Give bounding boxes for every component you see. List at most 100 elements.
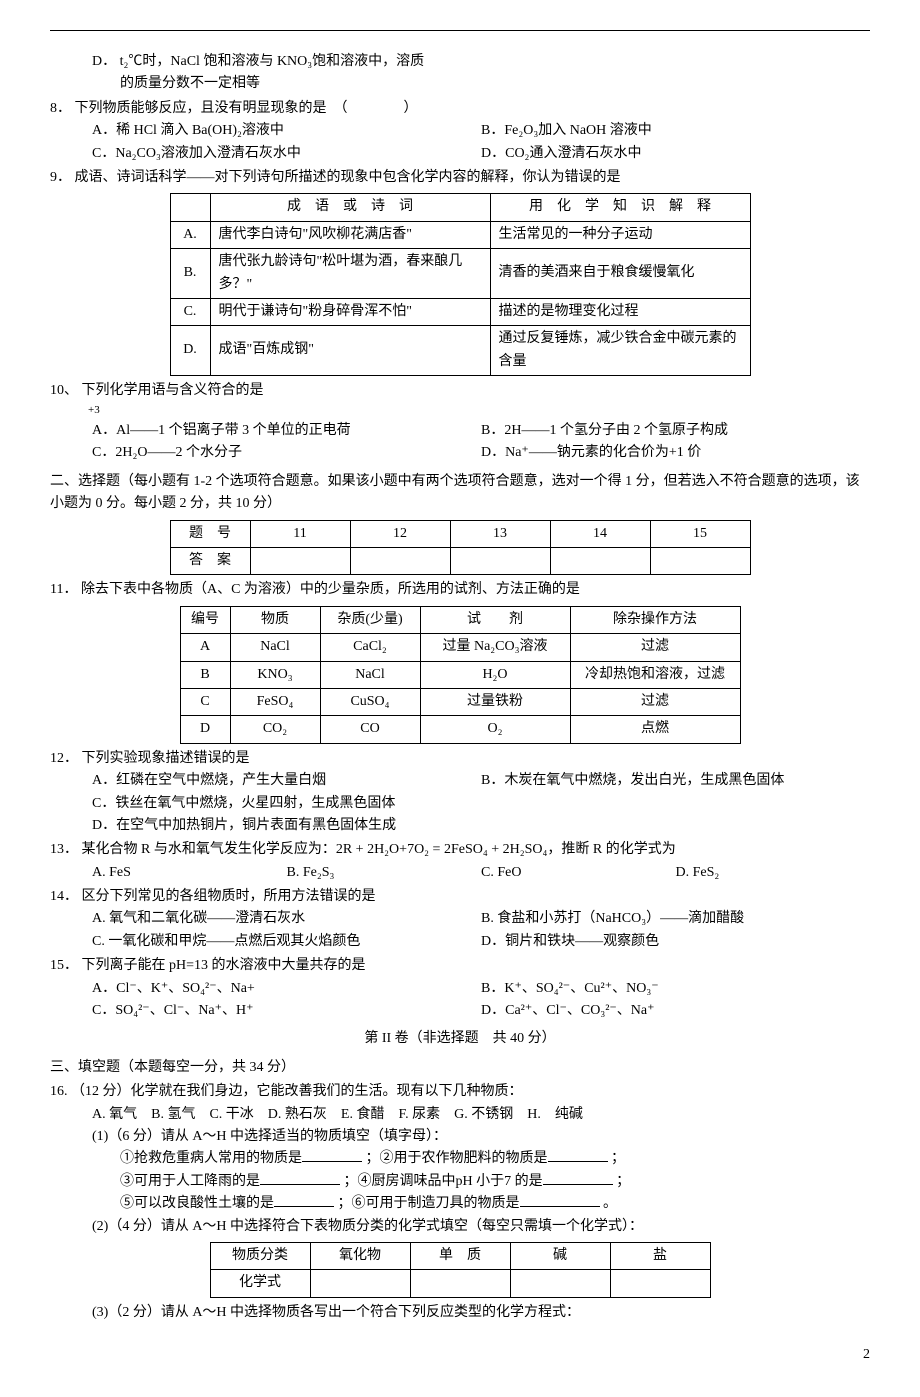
q9-r0c1: 唐代李白诗句"风吹柳花满店香" bbox=[210, 221, 490, 248]
p2-r1c1[interactable] bbox=[310, 1270, 410, 1297]
q9-h1: 成 语 或 诗 词 bbox=[210, 194, 490, 221]
s2-r1c4[interactable] bbox=[550, 548, 650, 575]
q11-r2c1: FeSO₄ bbox=[230, 688, 320, 715]
p2-r1c2[interactable] bbox=[410, 1270, 510, 1297]
section3-title: 三、填空题（本题每空一分，共 34 分） bbox=[50, 1057, 870, 1079]
q11-num: 11． bbox=[50, 582, 77, 597]
q11-r1c1: KNO₃ bbox=[230, 661, 320, 688]
q10-stem: 下列化学用语与含义符合的是 bbox=[82, 383, 264, 398]
q9-r1c2: 清香的美酒来自于粮食缓慢氧化 bbox=[490, 249, 750, 299]
p2-r0c4: 盐 bbox=[610, 1242, 710, 1269]
q12-row1: A．红磷在空气中燃烧，产生大量白烟 B．木炭在氧气中燃烧，发出白光，生成黑色固体 bbox=[50, 770, 870, 792]
s2-r1c5[interactable] bbox=[650, 548, 750, 575]
q13-optC: C. FeO bbox=[481, 862, 676, 884]
q14-optA: A. 氧气和二氧化碳——澄清石灰水 bbox=[92, 908, 481, 930]
q9-r1c1: 唐代张九龄诗句"松叶堪为酒，春来酿几多？" bbox=[210, 249, 490, 299]
q9-r3c2: 通过反复锤炼，减少铁合金中碳元素的含量 bbox=[490, 326, 750, 376]
q16-stem: （12 分）化学就在我们身边，它能改善我们的生活。现有以下几种物质： bbox=[71, 1084, 523, 1099]
q14-stem: 区分下列常见的各组物质时，所用方法错误的是 bbox=[82, 889, 376, 904]
q9-r2c2: 描述的是物理变化过程 bbox=[490, 298, 750, 325]
q9-r1c0: B. bbox=[170, 249, 210, 299]
q16: 16. （12 分）化学就在我们身边，它能改善我们的生活。现有以下几种物质： bbox=[50, 1081, 870, 1103]
q7-optd-line2: 的质量分数不一定相等 bbox=[50, 73, 870, 95]
q11-stem: 除去下表中各物质（A、C 为溶液）中的少量杂质，所选用的试剂、方法正确的是 bbox=[81, 582, 580, 597]
q7d-label: D． bbox=[92, 54, 116, 69]
q16-num: 16. bbox=[50, 1084, 68, 1099]
q8-optA: A．稀 HCl 滴入 Ba(OH)₂溶液中 bbox=[92, 120, 481, 142]
q13: 13． 某化合物 R 与水和氧气发生化学反应为：2R + 2H₂O+7O₂ = … bbox=[50, 839, 870, 861]
q11: 11． 除去下表中各物质（A、C 为溶液）中的少量杂质，所选用的试剂、方法正确的… bbox=[50, 579, 870, 601]
q15-stem: 下列离子能在 pH=13 的水溶液中大量共存的是 bbox=[82, 958, 366, 973]
q12-num: 12． bbox=[50, 751, 78, 766]
blank-4[interactable] bbox=[543, 1184, 613, 1185]
q11-r0c2: CaCl₂ bbox=[320, 634, 420, 661]
s2-r1c1[interactable] bbox=[250, 548, 350, 575]
q16-items: A. 氧气 B. 氢气 C. 干冰 D. 熟石灰 E. 食醋 F. 尿素 G. … bbox=[50, 1104, 870, 1126]
s2-r1c0: 答 案 bbox=[170, 548, 250, 575]
part2-title: 第 II 卷（非选择题 共 40 分） bbox=[50, 1028, 870, 1050]
q14-row2: C. 一氧化碳和甲烷——点燃后观其火焰颜色 D．铜片和铁块——观察颜色 bbox=[50, 931, 870, 953]
q14-num: 14． bbox=[50, 889, 78, 904]
q16-p1-line2: ③可用于人工降雨的是 ；④厨房调味品中pH 小于7 的是 ； bbox=[50, 1171, 870, 1193]
s2-r1c2[interactable] bbox=[350, 548, 450, 575]
p2-r1c3[interactable] bbox=[510, 1270, 610, 1297]
q13-optA: A. FeS bbox=[92, 862, 287, 884]
s2-r1c3[interactable] bbox=[450, 548, 550, 575]
p2-r0c2: 单 质 bbox=[410, 1242, 510, 1269]
q16-p1-l2b: ；④厨房调味品中pH 小于7 的是 bbox=[344, 1174, 543, 1189]
blank-5[interactable] bbox=[274, 1206, 334, 1207]
q16-p1-line3: ⑤可以改良酸性土壤的是 ；⑥可用于制造刀具的物质是 。 bbox=[50, 1193, 870, 1215]
q10-optD: D．Na⁺——钠元素的化合价为+1 价 bbox=[481, 442, 870, 464]
page-number: 2 bbox=[50, 1344, 870, 1366]
q11-h4: 除杂操作方法 bbox=[570, 606, 740, 633]
q11-h1: 物质 bbox=[230, 606, 320, 633]
q10-optB: B．2H——1 个氢分子由 2 个氢原子构成 bbox=[481, 420, 870, 442]
q10-optA: A．Al——1 个铝离子带 3 个单位的正电荷 bbox=[92, 420, 481, 442]
q16-p2-label: (2)（4 分）请从 A～H 中选择符合下表物质分类的化学式填空（每空只需填一个… bbox=[50, 1216, 870, 1238]
q9-table: 成 语 或 诗 词 用 化 学 知 识 解 释 A. 唐代李白诗句"风吹柳花满店… bbox=[170, 193, 751, 376]
q11-r0c3: 过量 Na₂CO₃溶液 bbox=[420, 634, 570, 661]
q9: 9． 成语、诗词话科学——对下列诗句所描述的现象中包含化学内容的解释，你认为错误… bbox=[50, 167, 870, 189]
q15-optA: A．Cl⁻、K⁺、SO₄²⁻、Na+ bbox=[92, 978, 481, 1000]
q16-p1-l1c: ； bbox=[611, 1151, 625, 1166]
p2-r0c0: 物质分类 bbox=[210, 1242, 310, 1269]
q9-r0c0: A. bbox=[170, 221, 210, 248]
p2-r0c1: 氧化物 bbox=[310, 1242, 410, 1269]
q16-p1-l1b: ；②用于农作物肥料的物质是 bbox=[366, 1151, 548, 1166]
q15-row2: C．SO₄²⁻、Cl⁻、Na⁺、H⁺ D．Ca²⁺、Cl⁻、CO₃²⁻、Na⁺ bbox=[50, 1000, 870, 1022]
q11-r0c4: 过滤 bbox=[570, 634, 740, 661]
blank-1[interactable] bbox=[302, 1161, 362, 1162]
q8: 8． 下列物质能够反应，且没有明显现象的是 （ ） bbox=[50, 98, 870, 120]
p2-r1c4[interactable] bbox=[610, 1270, 710, 1297]
section2-title: 二、选择题（每小题有 1-2 个选项符合题意。如果该小题中有两个选项符合题意，选… bbox=[50, 471, 870, 516]
blank-2[interactable] bbox=[548, 1161, 608, 1162]
s2-r0c3: 13 bbox=[450, 520, 550, 547]
q13-stem: 某化合物 R 与水和氧气发生化学反应为：2R + 2H₂O+7O₂ = 2FeS… bbox=[82, 842, 676, 857]
q11-r3c1: CO₂ bbox=[230, 716, 320, 743]
q14-optD: D．铜片和铁块——观察颜色 bbox=[481, 931, 870, 953]
q13-opts: A. FeS B. Fe₂S₃ C. FeO D. FeS₂ bbox=[50, 862, 870, 884]
section2-answer-table: 题 号 11 12 13 14 15 答 案 bbox=[170, 520, 751, 576]
q8-optD: D．CO₂通入澄清石灰水中 bbox=[481, 143, 870, 165]
q14-optB: B. 食盐和小苏打（NaHCO₃）——滴加醋酸 bbox=[481, 908, 870, 930]
q11-r2c3: 过量铁粉 bbox=[420, 688, 570, 715]
q12-optC: C．铁丝在氧气中燃烧，火星四射，生成黑色固体 bbox=[50, 793, 870, 815]
q12-stem: 下列实验现象描述错误的是 bbox=[82, 751, 250, 766]
q11-table: 编号 物质 杂质(少量) 试 剂 除杂操作方法 A NaCl CaCl₂ 过量 … bbox=[180, 606, 741, 744]
q15-optD: D．Ca²⁺、Cl⁻、CO₃²⁻、Na⁺ bbox=[481, 1000, 870, 1022]
s2-r0c0: 题 号 bbox=[170, 520, 250, 547]
q16-p1-line1: ①抢救危重病人常用的物质是 ；②用于农作物肥料的物质是 ； bbox=[50, 1148, 870, 1170]
q9-h2: 用 化 学 知 识 解 释 bbox=[490, 194, 750, 221]
q9-stem: 成语、诗词话科学——对下列诗句所描述的现象中包含化学内容的解释，你认为错误的是 bbox=[75, 170, 621, 185]
q11-r2c0: C bbox=[180, 688, 230, 715]
blank-3[interactable] bbox=[260, 1184, 340, 1185]
q9-r0c2: 生活常见的一种分子运动 bbox=[490, 221, 750, 248]
q16-p1-l2a: ③可用于人工降雨的是 bbox=[120, 1174, 260, 1189]
q15-num: 15． bbox=[50, 958, 78, 973]
blank-6[interactable] bbox=[520, 1206, 600, 1207]
q11-r1c0: B bbox=[180, 661, 230, 688]
q11-h0: 编号 bbox=[180, 606, 230, 633]
q11-r1c2: NaCl bbox=[320, 661, 420, 688]
q12: 12． 下列实验现象描述错误的是 bbox=[50, 748, 870, 770]
q11-r3c0: D bbox=[180, 716, 230, 743]
